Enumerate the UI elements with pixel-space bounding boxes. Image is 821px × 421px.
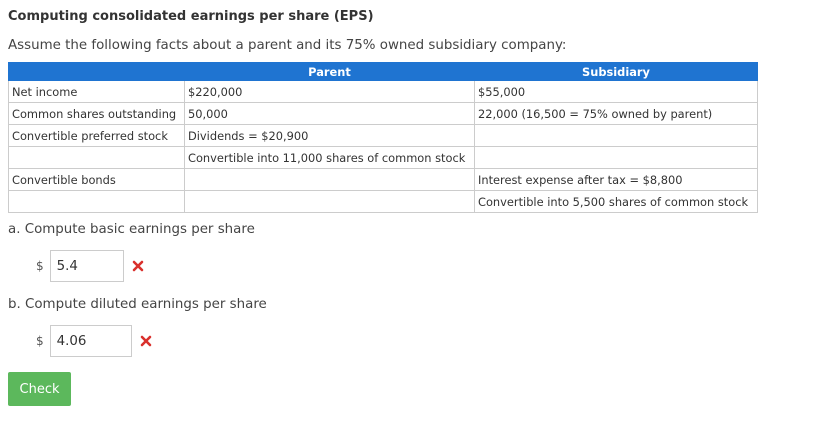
answer-b-row: $ <box>36 324 152 358</box>
table-row: Common shares outstanding 50,000 22,000 … <box>8 102 758 125</box>
page-title: Computing consolidated earnings per shar… <box>8 9 374 24</box>
x-mark-icon <box>132 260 143 272</box>
diluted-eps-input[interactable] <box>49 325 132 357</box>
table-cell <box>474 146 758 169</box>
currency-symbol: $ <box>36 334 44 348</box>
table-row: Convertible into 11,000 shares of common… <box>8 146 758 169</box>
question-b-label: b. Compute diluted earnings per share <box>8 297 267 312</box>
facts-table: Parent Subsidiary Net income $220,000 $5… <box>8 62 758 213</box>
table-cell <box>184 168 475 191</box>
answer-a-row: $ <box>36 249 144 283</box>
table-cell: Convertible preferred stock <box>8 124 185 147</box>
table-cell: Net income <box>8 80 185 103</box>
table-cell: Convertible bonds <box>8 168 185 191</box>
table-row: Convertible preferred stock Dividends = … <box>8 124 758 147</box>
table-cell: 50,000 <box>184 102 475 125</box>
table-row: Convertible bonds Interest expense after… <box>8 168 758 191</box>
table-cell: Interest expense after tax = $8,800 <box>474 168 758 191</box>
table-cell <box>474 124 758 147</box>
check-button[interactable]: Check <box>8 372 71 406</box>
table-row: Net income $220,000 $55,000 <box>8 80 758 103</box>
question-a-label: a. Compute basic earnings per share <box>8 222 255 237</box>
table-cell <box>8 190 185 213</box>
table-cell: Dividends = $20,900 <box>184 124 475 147</box>
table-row: Convertible into 5,500 shares of common … <box>8 190 758 213</box>
table-cell <box>184 190 475 213</box>
table-cell: $220,000 <box>184 80 475 103</box>
problem-intro: Assume the following facts about a paren… <box>8 38 567 53</box>
table-header-parent: Parent <box>184 62 475 81</box>
table-header-row: Parent Subsidiary <box>8 62 758 81</box>
table-header-label <box>8 62 185 81</box>
table-cell: 22,000 (16,500 = 75% owned by parent) <box>474 102 758 125</box>
currency-symbol: $ <box>36 259 44 273</box>
basic-eps-input[interactable] <box>49 250 124 282</box>
table-cell: Common shares outstanding <box>8 102 185 125</box>
table-cell: Convertible into 5,500 shares of common … <box>474 190 758 213</box>
table-cell: $55,000 <box>474 80 758 103</box>
table-header-subsidiary: Subsidiary <box>474 62 758 81</box>
table-cell: Convertible into 11,000 shares of common… <box>184 146 475 169</box>
table-cell <box>8 146 185 169</box>
x-mark-icon <box>140 335 151 347</box>
